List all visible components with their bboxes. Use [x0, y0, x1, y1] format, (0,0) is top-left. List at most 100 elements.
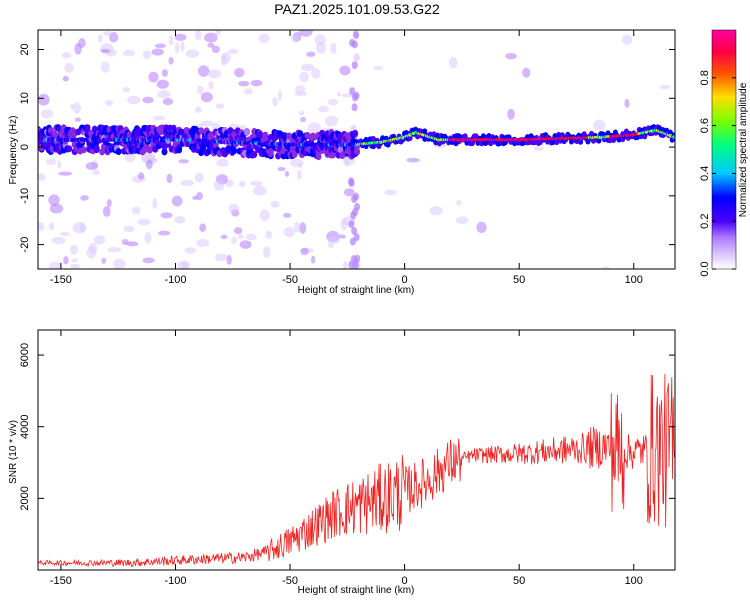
- noise-blob: [299, 71, 309, 83]
- noise-blob: [72, 221, 87, 234]
- signal-blob: [352, 129, 359, 137]
- noise-blob: [258, 33, 270, 44]
- snr-panel: -150 -100 -50 0 50 100 2000 4000 6000 Height of …: [8, 329, 676, 596]
- noise-blob: [109, 31, 119, 43]
- noise-blob: [299, 30, 313, 37]
- noise-blob: [41, 109, 54, 119]
- noise-blob: [180, 179, 194, 187]
- noise-blob: [353, 53, 360, 62]
- noise-blob: [166, 173, 173, 184]
- noise-blob: [216, 158, 229, 167]
- noise-blob: [215, 30, 222, 36]
- noise-blob: [144, 232, 152, 244]
- noise-blob: [239, 180, 246, 188]
- noise-blob: [102, 206, 111, 217]
- snr-y-tick-label: 6000: [19, 343, 31, 367]
- noise-blob: [151, 48, 164, 56]
- noise-blob: [152, 115, 166, 121]
- snr-x-tick-label: -150: [50, 575, 72, 587]
- noise-blob: [284, 171, 290, 177]
- noise-blob: [228, 48, 239, 55]
- noise-blob: [351, 61, 358, 70]
- noise-blob: [174, 215, 186, 224]
- noise-blob: [142, 96, 154, 104]
- signal-blob: [623, 128, 629, 135]
- noise-blob: [138, 172, 145, 180]
- noise-blob: [406, 157, 420, 163]
- noise-blob: [199, 223, 207, 232]
- snr-y-tick-label: 4000: [19, 414, 31, 438]
- signal-blob: [231, 147, 238, 155]
- noise-blob: [353, 233, 360, 242]
- signal-blob: [115, 148, 122, 156]
- noise-blob: [106, 199, 112, 208]
- noise-blob: [157, 90, 171, 99]
- spectrogram-frame: [37, 29, 676, 270]
- snr-line: [38, 373, 675, 568]
- noise-blob: [45, 158, 57, 165]
- noise-blob: [348, 177, 355, 186]
- noise-blob: [97, 34, 103, 43]
- noise-blob: [533, 146, 544, 151]
- noise-blob: [78, 38, 86, 49]
- noise-blob: [522, 67, 531, 78]
- noise-blob: [184, 247, 197, 254]
- noise-blob: [171, 195, 183, 207]
- noise-blob: [137, 218, 151, 226]
- noise-blob: [307, 122, 322, 134]
- noise-blob: [250, 180, 263, 186]
- noise-blob: [38, 221, 45, 232]
- noise-blob: [152, 197, 158, 209]
- noise-blob: [354, 202, 361, 211]
- noise-blob: [62, 75, 69, 82]
- noise-blob: [85, 162, 99, 171]
- noise-blob: [156, 79, 169, 89]
- noise-blob: [283, 212, 292, 218]
- noise-blob: [336, 91, 342, 97]
- noise-blob: [330, 42, 337, 55]
- noise-blob: [63, 256, 69, 265]
- noise-blob: [507, 108, 515, 120]
- noise-blob: [131, 206, 141, 215]
- snr-axes: -150 -100 -50 0 50 100 2000 4000 6000: [19, 330, 675, 587]
- noise-blob: [158, 230, 171, 236]
- noise-blob: [194, 172, 204, 183]
- noise-blob: [121, 239, 129, 245]
- signal-blob: [344, 147, 351, 155]
- spectrogram-y-tick-label: 20: [19, 43, 31, 55]
- signal-blob: [243, 128, 250, 136]
- noise-blob: [311, 67, 321, 79]
- noise-blob: [100, 48, 110, 53]
- noise-blob: [178, 159, 190, 164]
- noise-blob: [353, 31, 360, 40]
- colorbar-tick-label: 0.8: [699, 70, 711, 85]
- ridge-core: [672, 135, 675, 139]
- noise-blob: [348, 220, 355, 229]
- noise-blob: [340, 218, 348, 231]
- signal-blob: [146, 146, 153, 154]
- noise-blob: [384, 189, 397, 196]
- noise-blob: [196, 85, 204, 95]
- noise-blob: [64, 62, 74, 73]
- noise-blob: [344, 156, 349, 167]
- noise-blob: [107, 246, 122, 253]
- noise-blob: [301, 63, 315, 72]
- noise-blob: [203, 32, 218, 43]
- signal-blob: [176, 146, 183, 154]
- noise-blob: [505, 52, 517, 60]
- spectrogram-heatmap: [38, 30, 675, 269]
- noise-blob: [250, 79, 263, 87]
- noise-blob: [122, 87, 131, 93]
- noise-blob: [351, 226, 358, 235]
- noise-blob: [263, 246, 271, 259]
- noise-blob: [339, 65, 351, 76]
- noise-blob: [185, 49, 200, 58]
- noise-blob: [74, 117, 81, 122]
- noise-blob: [142, 50, 152, 60]
- spectrogram-x-label: Height of straight line (km): [298, 285, 415, 296]
- noise-blob: [57, 160, 62, 169]
- noise-blob: [429, 205, 443, 216]
- noise-blob: [621, 34, 633, 45]
- noise-blob: [243, 88, 253, 95]
